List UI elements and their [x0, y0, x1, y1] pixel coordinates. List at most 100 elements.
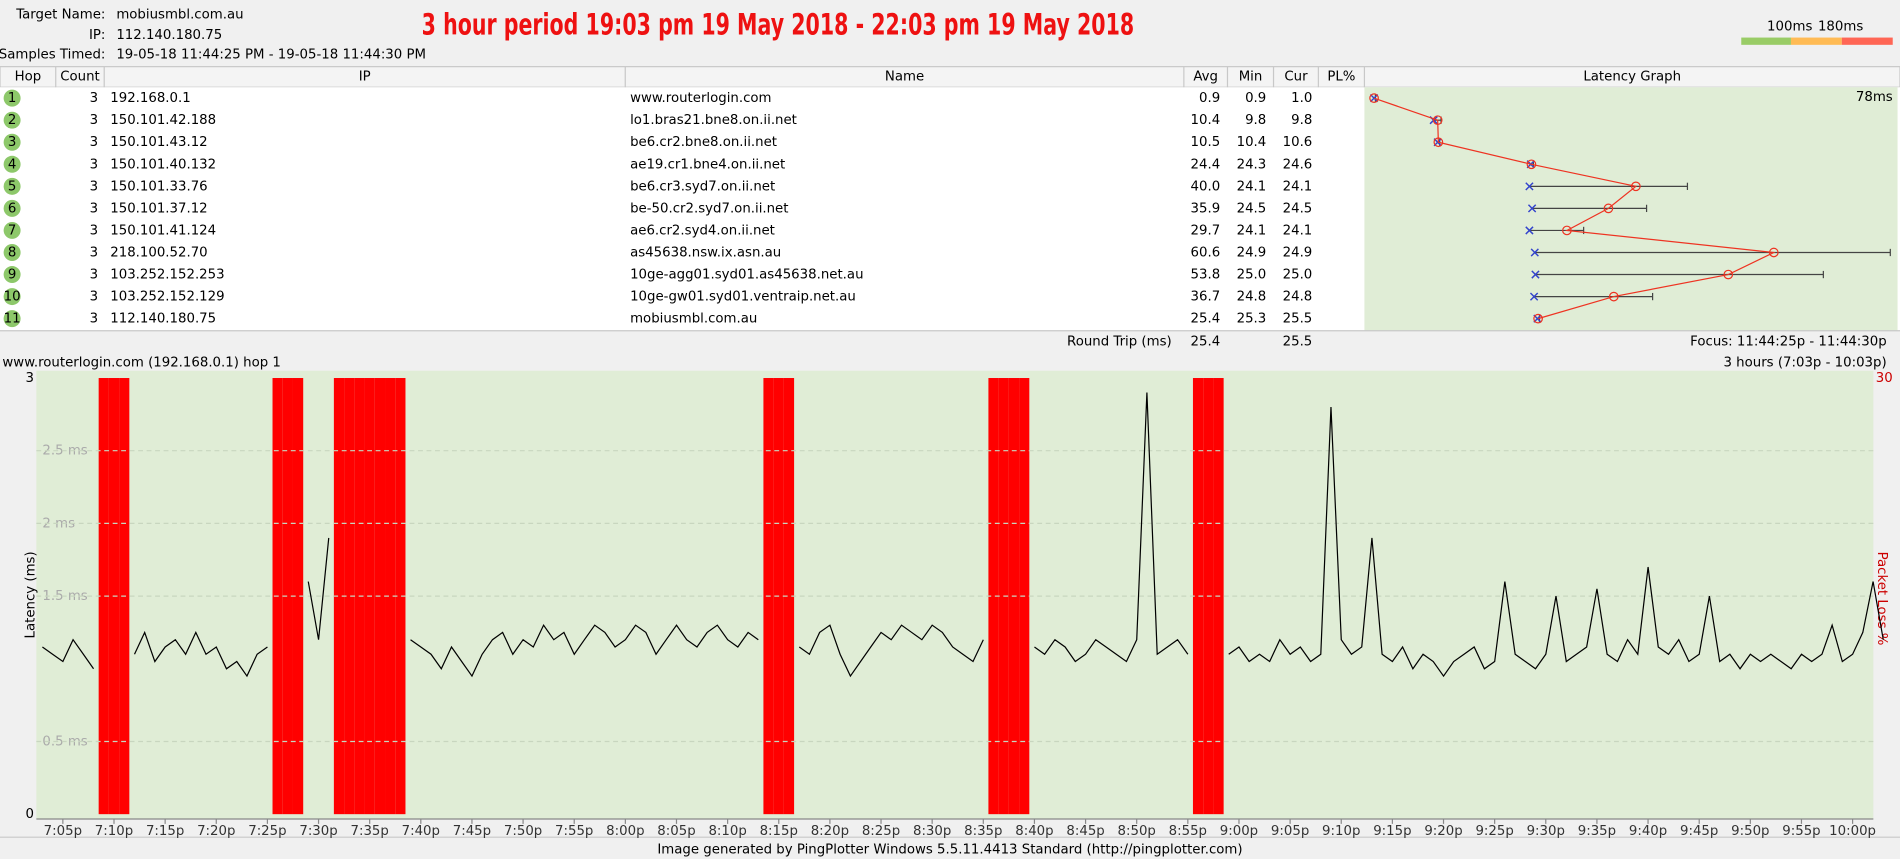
- timeline-title: www.routerlogin.com (192.168.0.1) hop 1: [2, 355, 280, 370]
- y-tick-label: 0: [25, 807, 33, 822]
- hop: 3: [8, 135, 16, 150]
- avg-mark: [1526, 159, 1537, 170]
- min: 25.3: [1237, 312, 1267, 327]
- count: 3: [90, 245, 98, 260]
- column-header: Cur: [1284, 69, 1308, 84]
- x-tick-label: 7:35p: [350, 824, 388, 839]
- column-header: Count: [60, 69, 100, 84]
- ip: 150.101.41.124: [110, 223, 216, 238]
- hop: 4: [8, 157, 16, 172]
- hop-badge: [3, 199, 21, 217]
- hop-badge: [3, 111, 21, 129]
- ip: 150.101.43.12: [110, 135, 207, 150]
- ip: 103.252.152.129: [110, 290, 224, 305]
- avg: 40.0: [1191, 179, 1221, 194]
- avg-mark: [1768, 247, 1779, 258]
- y2-axis-title: Packet Loss %: [1874, 552, 1889, 646]
- hop-badge: [3, 266, 21, 284]
- host-name: ae19.cr1.bne4.on.ii.net: [630, 157, 785, 172]
- avg: 53.8: [1191, 268, 1221, 283]
- cur: 25.5: [1283, 312, 1313, 327]
- min-mark: [1525, 182, 1534, 191]
- x-tick-label: 9:55p: [1782, 824, 1820, 839]
- packet-loss-bar: [988, 378, 999, 815]
- round-trip-avg: 25.4: [1191, 335, 1221, 350]
- ip: 150.101.42.188: [110, 113, 216, 128]
- x-tick-label: 7:40p: [402, 824, 440, 839]
- count: 3: [90, 312, 98, 327]
- x-tick-label: 9:00p: [1220, 824, 1258, 839]
- x-tick-label: 9:25p: [1475, 824, 1513, 839]
- avg: 36.7: [1191, 290, 1221, 305]
- count: 3: [90, 135, 98, 150]
- hop-badge: [3, 133, 21, 151]
- x-tick-label: 7:45p: [453, 824, 491, 839]
- min-mark: [1369, 93, 1379, 103]
- cur: 1.0: [1291, 91, 1312, 106]
- y2-tick-label: 30: [1876, 371, 1893, 386]
- min: 24.5: [1237, 201, 1267, 216]
- legend-100: 100ms: [1767, 20, 1812, 35]
- column-header: Hop: [15, 69, 42, 84]
- target-name: mobiusmbl.com.au: [116, 8, 243, 23]
- x-tick-label: 8:00p: [606, 824, 644, 839]
- avg: 10.4: [1191, 113, 1221, 128]
- x-tick-label: 8:15p: [760, 824, 798, 839]
- column-header: Latency Graph: [1583, 69, 1681, 84]
- packet-loss-bar: [783, 378, 795, 815]
- x-tick-label: 7:20p: [197, 824, 235, 839]
- samples-label: Samples Timed:: [0, 48, 105, 63]
- count: 3: [90, 113, 98, 128]
- cur: 24.5: [1283, 201, 1313, 216]
- ip: 103.252.152.253: [110, 268, 224, 283]
- timeline-range: 3 hours (7:03p - 10:03p): [1723, 355, 1886, 370]
- hop-badge: [3, 89, 21, 107]
- count: 3: [90, 179, 98, 194]
- ip: 150.101.40.132: [110, 157, 216, 172]
- column-header: IP: [359, 69, 371, 84]
- legend-good: [1741, 37, 1791, 45]
- x-tick-label: 8:20p: [811, 824, 849, 839]
- x-tick-label: 7:25p: [248, 824, 286, 839]
- hop: 7: [8, 223, 16, 238]
- x-tick-label: 8:50p: [1118, 824, 1156, 839]
- legend-bad: [1841, 37, 1893, 45]
- hop-badge: [3, 155, 21, 173]
- count: 3: [90, 201, 98, 216]
- packet-loss-bar: [385, 378, 396, 815]
- hop-badge: [3, 288, 21, 306]
- packet-loss-bar: [292, 378, 304, 815]
- x-tick-label: 8:40p: [1015, 824, 1053, 839]
- column-header: Name: [885, 69, 924, 84]
- hop: 8: [8, 245, 16, 260]
- legend-180: 180ms: [1818, 20, 1863, 35]
- host-name: be6.cr3.syd7.on.ii.net: [630, 179, 775, 194]
- cur: 24.9: [1283, 245, 1313, 260]
- count: 3: [90, 268, 98, 283]
- min: 0.9: [1245, 91, 1266, 106]
- cur: 24.1: [1283, 223, 1313, 238]
- column-header: PL%: [1327, 69, 1355, 84]
- hop: 5: [8, 179, 16, 194]
- x-tick-label: 9:30p: [1527, 824, 1565, 839]
- packet-loss-bar: [98, 378, 109, 815]
- host-name: mobiusmbl.com.au: [630, 312, 757, 327]
- avg-mark: [1608, 291, 1619, 302]
- avg-mark: [1533, 313, 1543, 324]
- hop: 6: [8, 201, 16, 216]
- hop: 10: [4, 290, 21, 305]
- count: 3: [90, 157, 98, 172]
- min: 10.4: [1237, 135, 1267, 150]
- latency-graph-max: 78ms: [1856, 90, 1893, 105]
- hop: 2: [8, 113, 16, 128]
- min: 24.9: [1237, 245, 1267, 260]
- samples: 19-05-18 11:44:25 PM - 19-05-18 11:44:30…: [116, 48, 426, 63]
- avg-mark: [1433, 137, 1444, 148]
- min-mark: [1525, 226, 1534, 235]
- x-tick-label: 7:15p: [146, 824, 184, 839]
- hop: 9: [8, 268, 16, 283]
- host-name: www.routerlogin.com: [630, 91, 771, 106]
- x-tick-label: 9:20p: [1424, 824, 1462, 839]
- ip: 218.100.52.70: [110, 245, 207, 260]
- avg-mark: [1432, 115, 1443, 126]
